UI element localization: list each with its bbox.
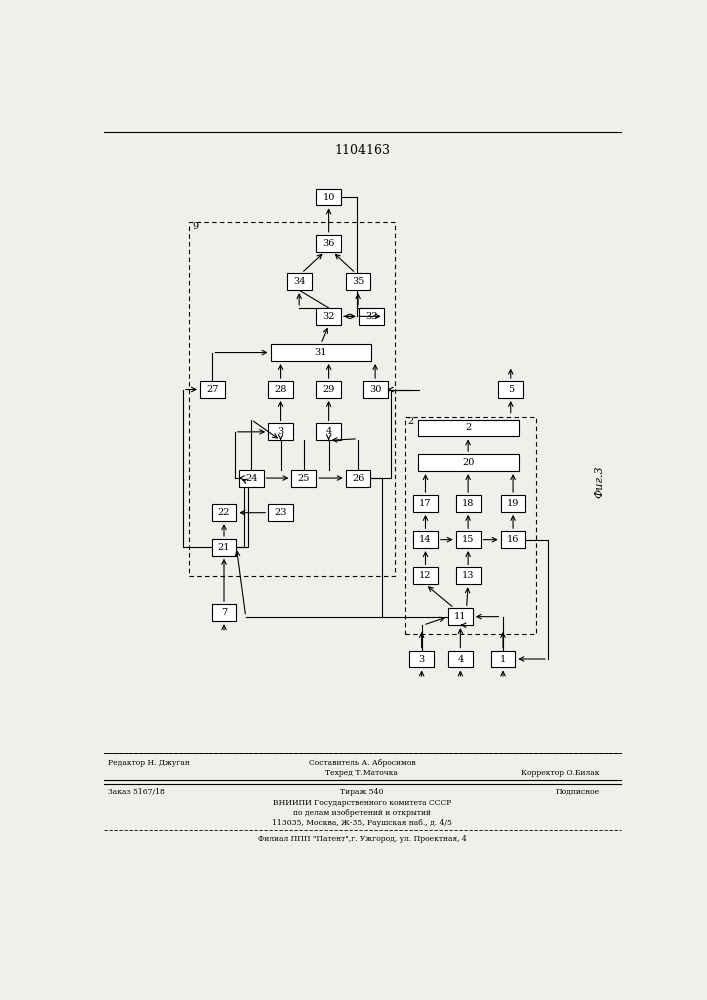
- Text: 10: 10: [322, 192, 335, 202]
- Bar: [448, 608, 473, 625]
- Text: 18: 18: [462, 499, 474, 508]
- Bar: [418, 420, 518, 436]
- Text: 16: 16: [507, 535, 519, 544]
- Text: Заказ 5167/18: Заказ 5167/18: [107, 788, 165, 796]
- Text: Составитель А. Абросимов: Составитель А. Абросимов: [308, 759, 415, 767]
- Text: 34: 34: [293, 277, 305, 286]
- Bar: [404, 417, 537, 634]
- Text: ВНИИПИ Государственного комитета СССР: ВНИИПИ Государственного комитета СССР: [273, 799, 451, 807]
- Text: 1104163: 1104163: [334, 144, 390, 157]
- Text: 29: 29: [322, 385, 335, 394]
- Bar: [316, 423, 341, 440]
- Bar: [316, 381, 341, 398]
- Text: Тираж 540: Тираж 540: [340, 788, 384, 796]
- Bar: [501, 495, 525, 512]
- Text: 9: 9: [192, 222, 199, 231]
- Text: 20: 20: [462, 458, 474, 467]
- Text: Корректор О.Билак: Корректор О.Билак: [521, 769, 600, 777]
- Bar: [456, 567, 481, 584]
- Text: 19: 19: [507, 499, 519, 508]
- Text: 13: 13: [462, 571, 474, 580]
- Text: 17: 17: [419, 499, 432, 508]
- Text: 27: 27: [206, 385, 218, 394]
- Bar: [456, 495, 481, 512]
- Text: 15: 15: [462, 535, 474, 544]
- Bar: [448, 651, 473, 667]
- Text: 7: 7: [221, 608, 227, 617]
- Bar: [413, 567, 438, 584]
- Text: 4: 4: [325, 427, 332, 436]
- Bar: [189, 222, 395, 576]
- Bar: [287, 273, 312, 290]
- Text: 4: 4: [457, 654, 464, 664]
- Bar: [316, 308, 341, 325]
- Bar: [409, 651, 434, 667]
- Bar: [211, 504, 236, 521]
- Text: Филиал ППП "Патент",г. Ужгород, ул. Проектная, 4: Филиал ППП "Патент",г. Ужгород, ул. Прое…: [257, 835, 467, 843]
- Text: 25: 25: [298, 474, 310, 483]
- Text: 33: 33: [365, 312, 378, 321]
- Text: 32: 32: [322, 312, 335, 321]
- Bar: [316, 189, 341, 205]
- Bar: [268, 504, 293, 521]
- Text: 12: 12: [419, 571, 432, 580]
- Bar: [346, 273, 370, 290]
- Bar: [501, 531, 525, 548]
- Text: 11: 11: [454, 612, 467, 621]
- Text: 35: 35: [352, 277, 364, 286]
- Text: 2: 2: [408, 417, 414, 426]
- Text: Техред Т.Маточка: Техред Т.Маточка: [325, 769, 399, 777]
- Text: 14: 14: [419, 535, 432, 544]
- Bar: [268, 381, 293, 398]
- Text: 30: 30: [369, 385, 381, 394]
- Text: 22: 22: [218, 508, 230, 517]
- Text: 24: 24: [245, 474, 257, 483]
- Bar: [491, 651, 515, 667]
- Bar: [200, 381, 225, 398]
- Bar: [316, 235, 341, 252]
- Bar: [291, 470, 316, 487]
- Bar: [456, 531, 481, 548]
- Text: 21: 21: [218, 543, 230, 552]
- Text: Подписное: Подписное: [556, 788, 600, 796]
- Bar: [413, 495, 438, 512]
- Bar: [271, 344, 371, 361]
- Text: 23: 23: [274, 508, 287, 517]
- Bar: [413, 531, 438, 548]
- Bar: [418, 454, 518, 471]
- Text: 113035, Москва, Ж-35, Раушская наб., д. 4/5: 113035, Москва, Ж-35, Раушская наб., д. …: [272, 819, 452, 827]
- Text: 1: 1: [500, 654, 506, 664]
- Text: 28: 28: [274, 385, 287, 394]
- Text: 5: 5: [508, 385, 514, 394]
- Text: Редактор Н. Джуган: Редактор Н. Джуган: [107, 759, 189, 767]
- Bar: [359, 308, 384, 325]
- Bar: [211, 604, 236, 621]
- Text: Фиг.3: Фиг.3: [595, 466, 605, 498]
- Bar: [498, 381, 523, 398]
- Text: 31: 31: [315, 348, 327, 357]
- Bar: [211, 539, 236, 556]
- Text: по делам изобретений и открытий: по делам изобретений и открытий: [293, 809, 431, 817]
- Bar: [239, 470, 264, 487]
- Text: 36: 36: [322, 239, 335, 248]
- Text: 3: 3: [277, 427, 284, 436]
- Text: 26: 26: [352, 474, 364, 483]
- Bar: [363, 381, 387, 398]
- Text: 2: 2: [465, 424, 472, 432]
- Bar: [268, 423, 293, 440]
- Text: 3: 3: [419, 654, 425, 664]
- Bar: [346, 470, 370, 487]
